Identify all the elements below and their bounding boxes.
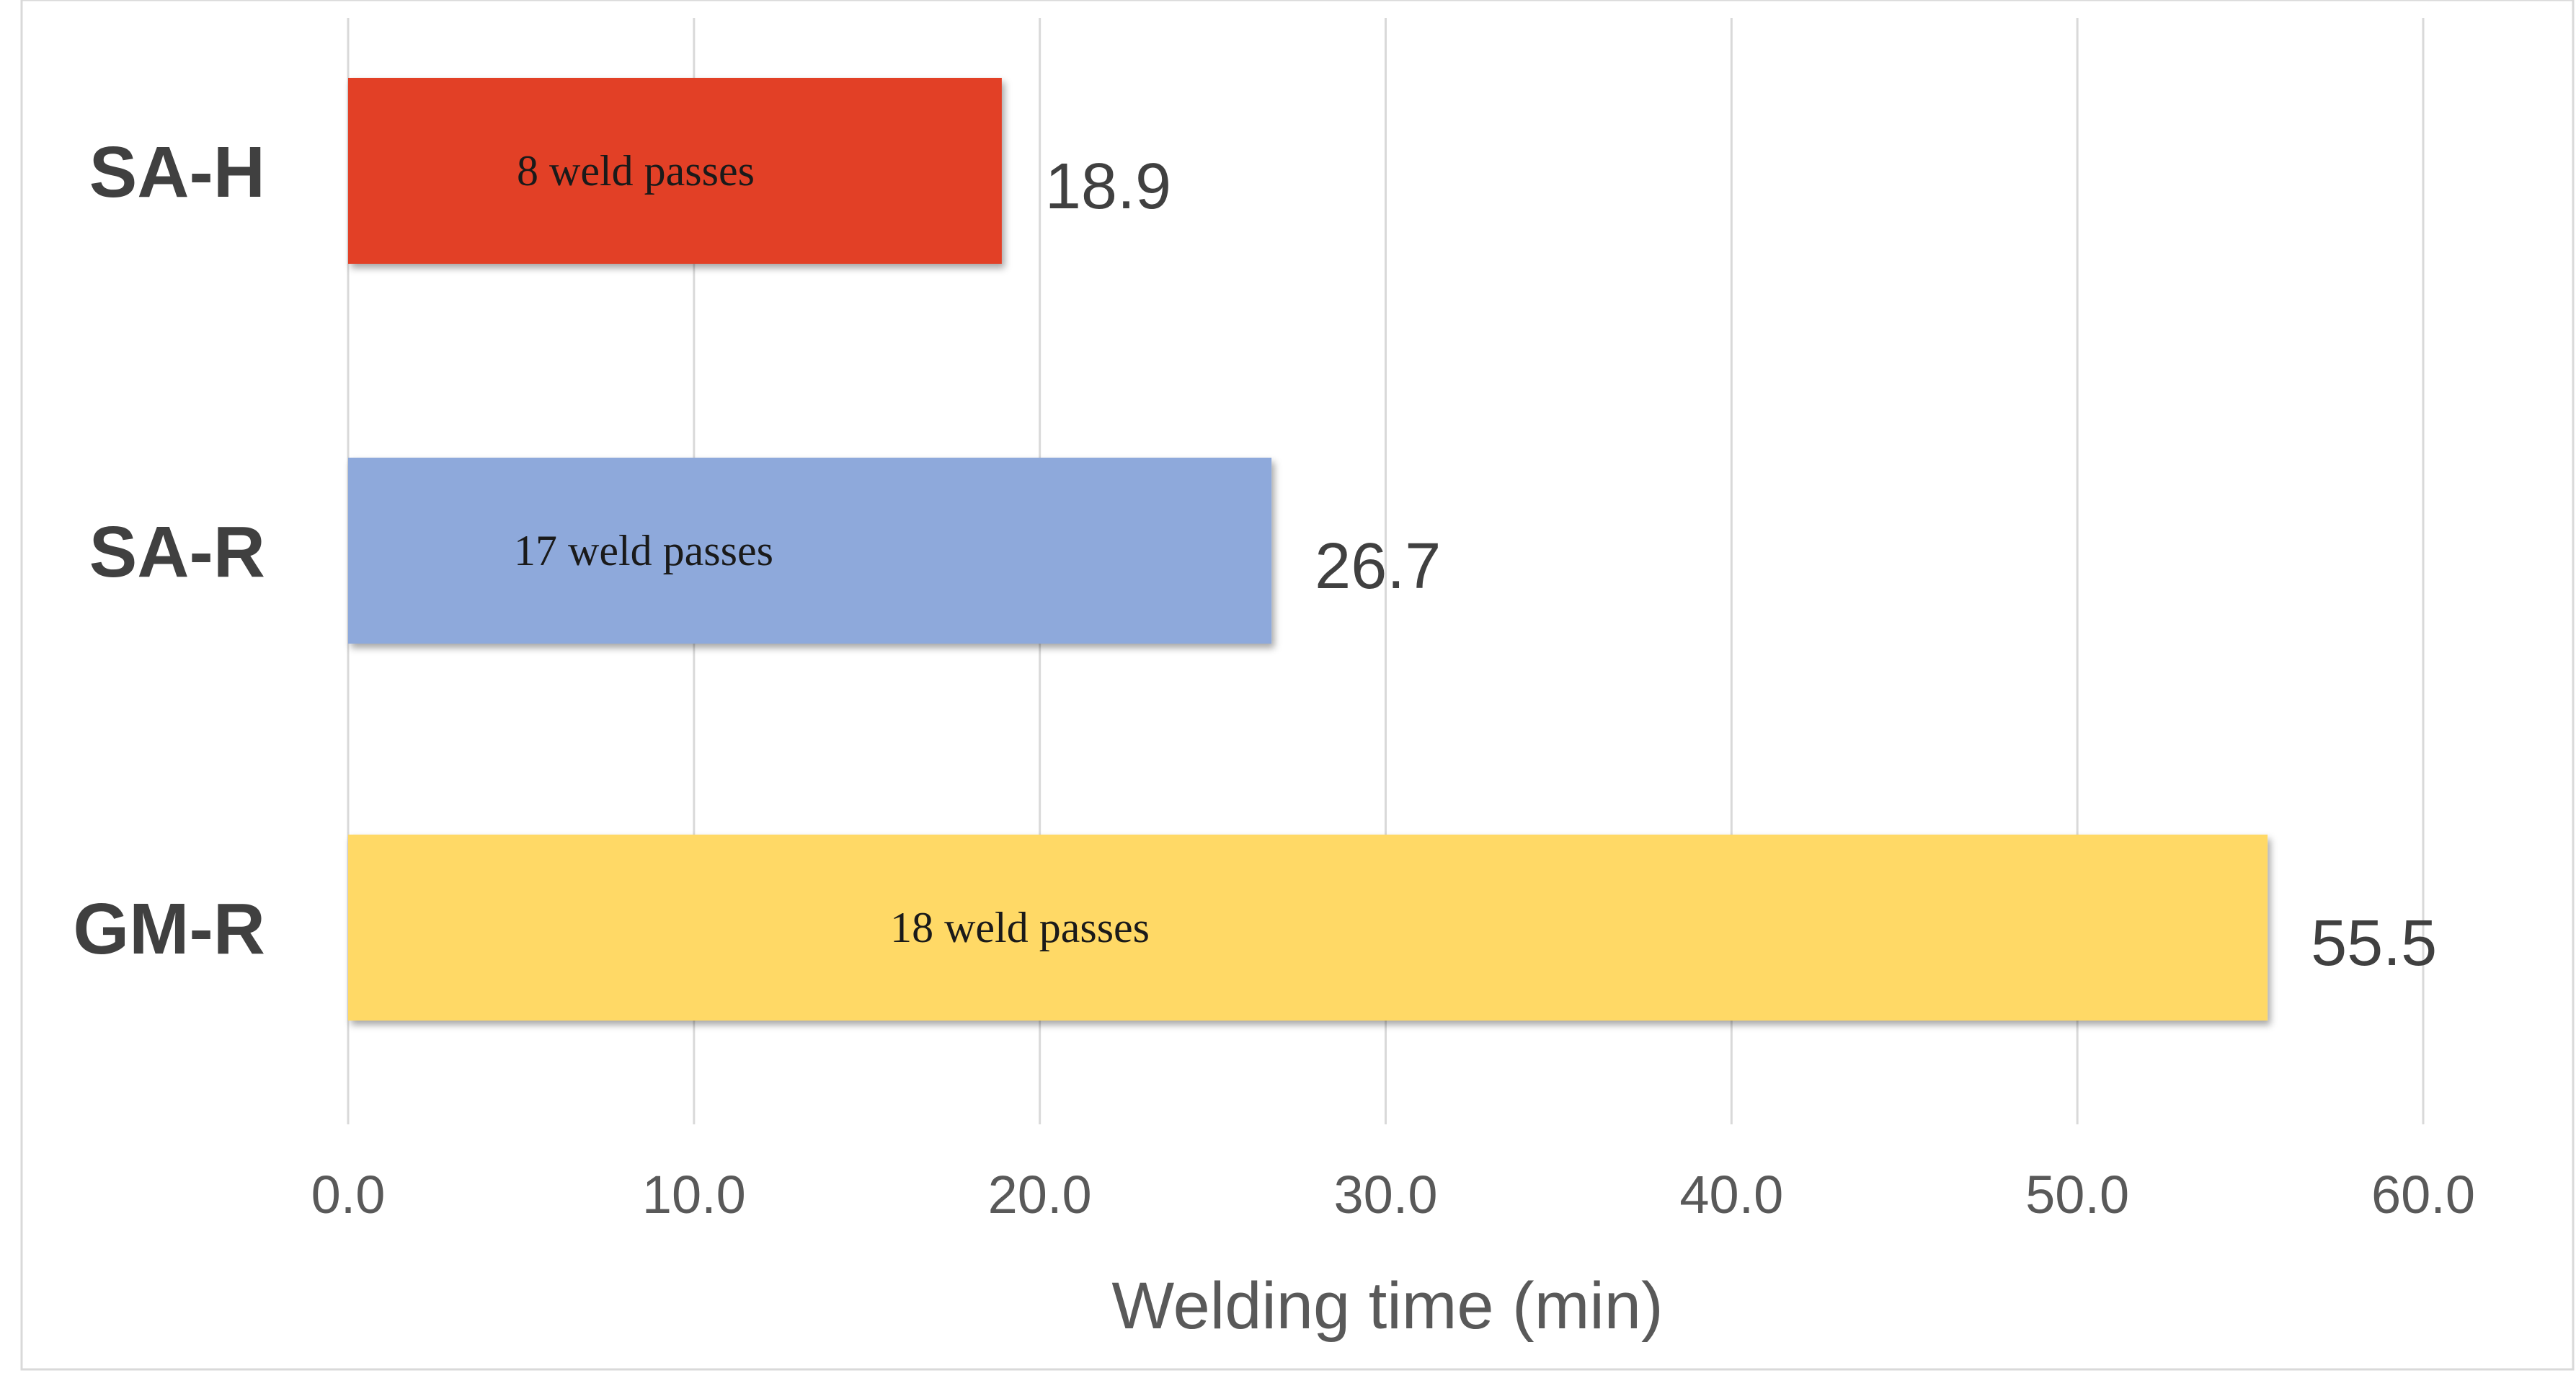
bar-annotation: 8 weld passes: [517, 147, 755, 195]
bar-sa-h: [348, 78, 1002, 264]
bar-annotation: 18 weld passes: [890, 904, 1150, 951]
bar-annotation: 17 weld passes: [514, 527, 773, 574]
x-tick-label: 30.0: [1333, 1165, 1437, 1225]
category-label: GM-R: [73, 889, 265, 969]
data-label: 26.7: [1315, 530, 1441, 603]
x-tick-label: 20.0: [988, 1165, 1092, 1225]
x-tick-label: 60.0: [2371, 1165, 2475, 1225]
data-label: 18.9: [1045, 151, 1171, 223]
x-tick-label: 40.0: [1679, 1165, 1783, 1225]
x-tick-label: 0.0: [311, 1165, 386, 1225]
x-axis-title: Welding time (min): [1111, 1269, 1663, 1343]
labels: 0.0 10.0 20.0 30.0 40.0 50.0 60.0 SA-H 8 weld pa…: [73, 132, 2475, 1225]
x-tick-label: 50.0: [2025, 1165, 2129, 1225]
category-label: SA-R: [89, 512, 265, 592]
bar-gm-r: [348, 835, 2268, 1021]
category-label: SA-H: [89, 132, 265, 213]
data-label: 55.5: [2311, 907, 2437, 979]
x-tick-label: 10.0: [642, 1165, 746, 1225]
bar-sa-r: [348, 458, 1272, 644]
bars: [348, 78, 2268, 1021]
